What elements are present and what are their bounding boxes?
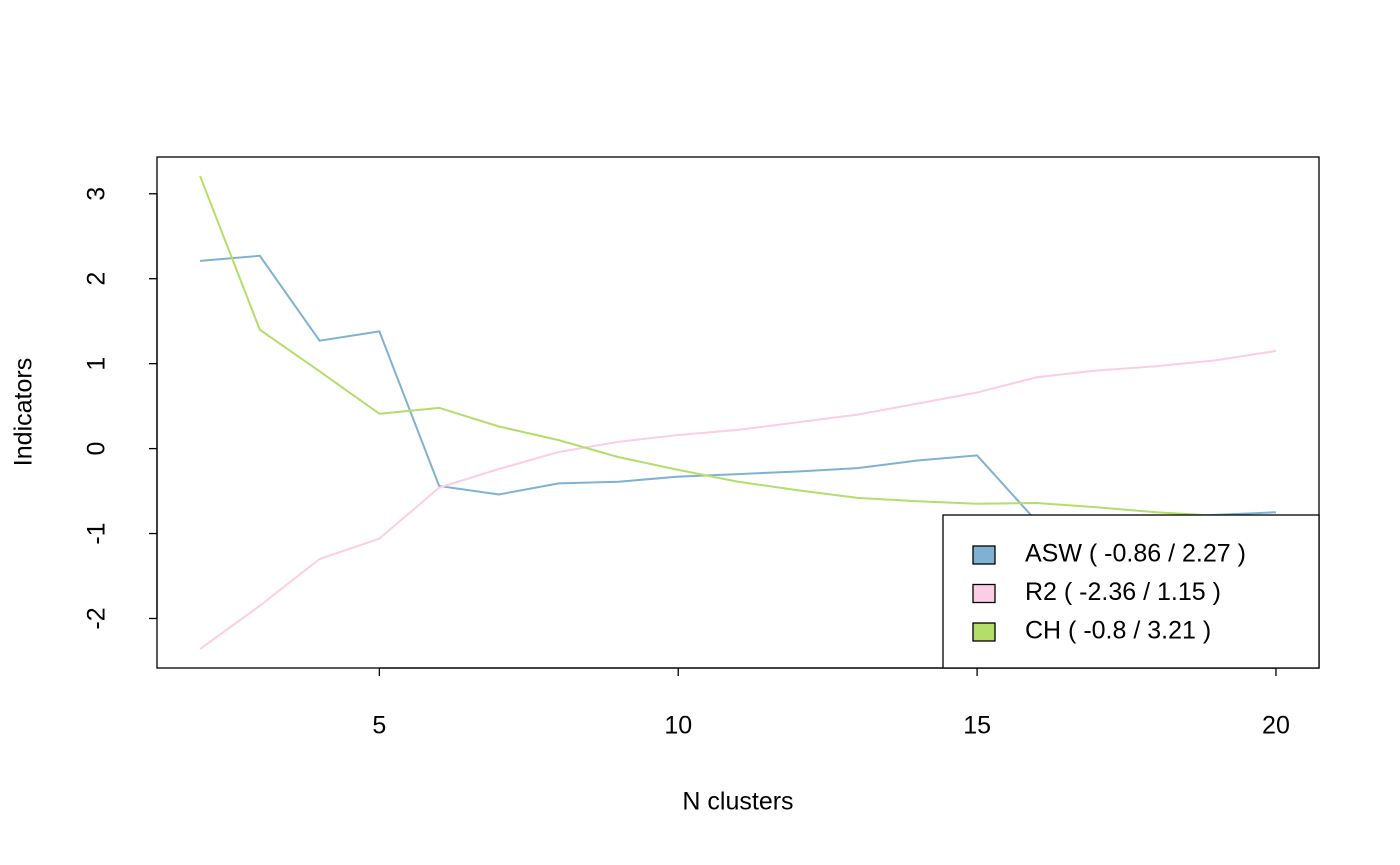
- x-tick-label: 20: [1262, 712, 1290, 740]
- y-tick-label: -1: [83, 522, 111, 544]
- legend-label: ASW ( -0.86 / 2.27 ): [1025, 540, 1246, 568]
- legend-swatch: [972, 622, 996, 642]
- plot-frame: [156, 156, 1320, 669]
- x-tick-label: 10: [664, 712, 692, 740]
- series-line: [199, 175, 1276, 518]
- x-axis-title: N clusters: [682, 788, 793, 816]
- legend-swatch: [972, 583, 996, 604]
- x-tick-label: 15: [963, 712, 991, 740]
- x-tick-label: 5: [372, 712, 386, 740]
- legend-label: CH ( -0.8 / 3.21 ): [1025, 617, 1211, 645]
- y-tick-label: -2: [83, 607, 111, 629]
- legend-label: R2 ( -2.36 / 1.15 ): [1025, 578, 1221, 606]
- series-line: [199, 349, 1277, 650]
- y-tick-label: 2: [83, 272, 111, 286]
- y-tick-label: 1: [83, 357, 111, 371]
- legend-swatch: [972, 545, 996, 565]
- y-tick-label: 0: [83, 442, 111, 456]
- legend-box: [942, 514, 1320, 669]
- y-tick-label: 3: [83, 187, 111, 201]
- y-axis-title: Indicators: [10, 358, 38, 466]
